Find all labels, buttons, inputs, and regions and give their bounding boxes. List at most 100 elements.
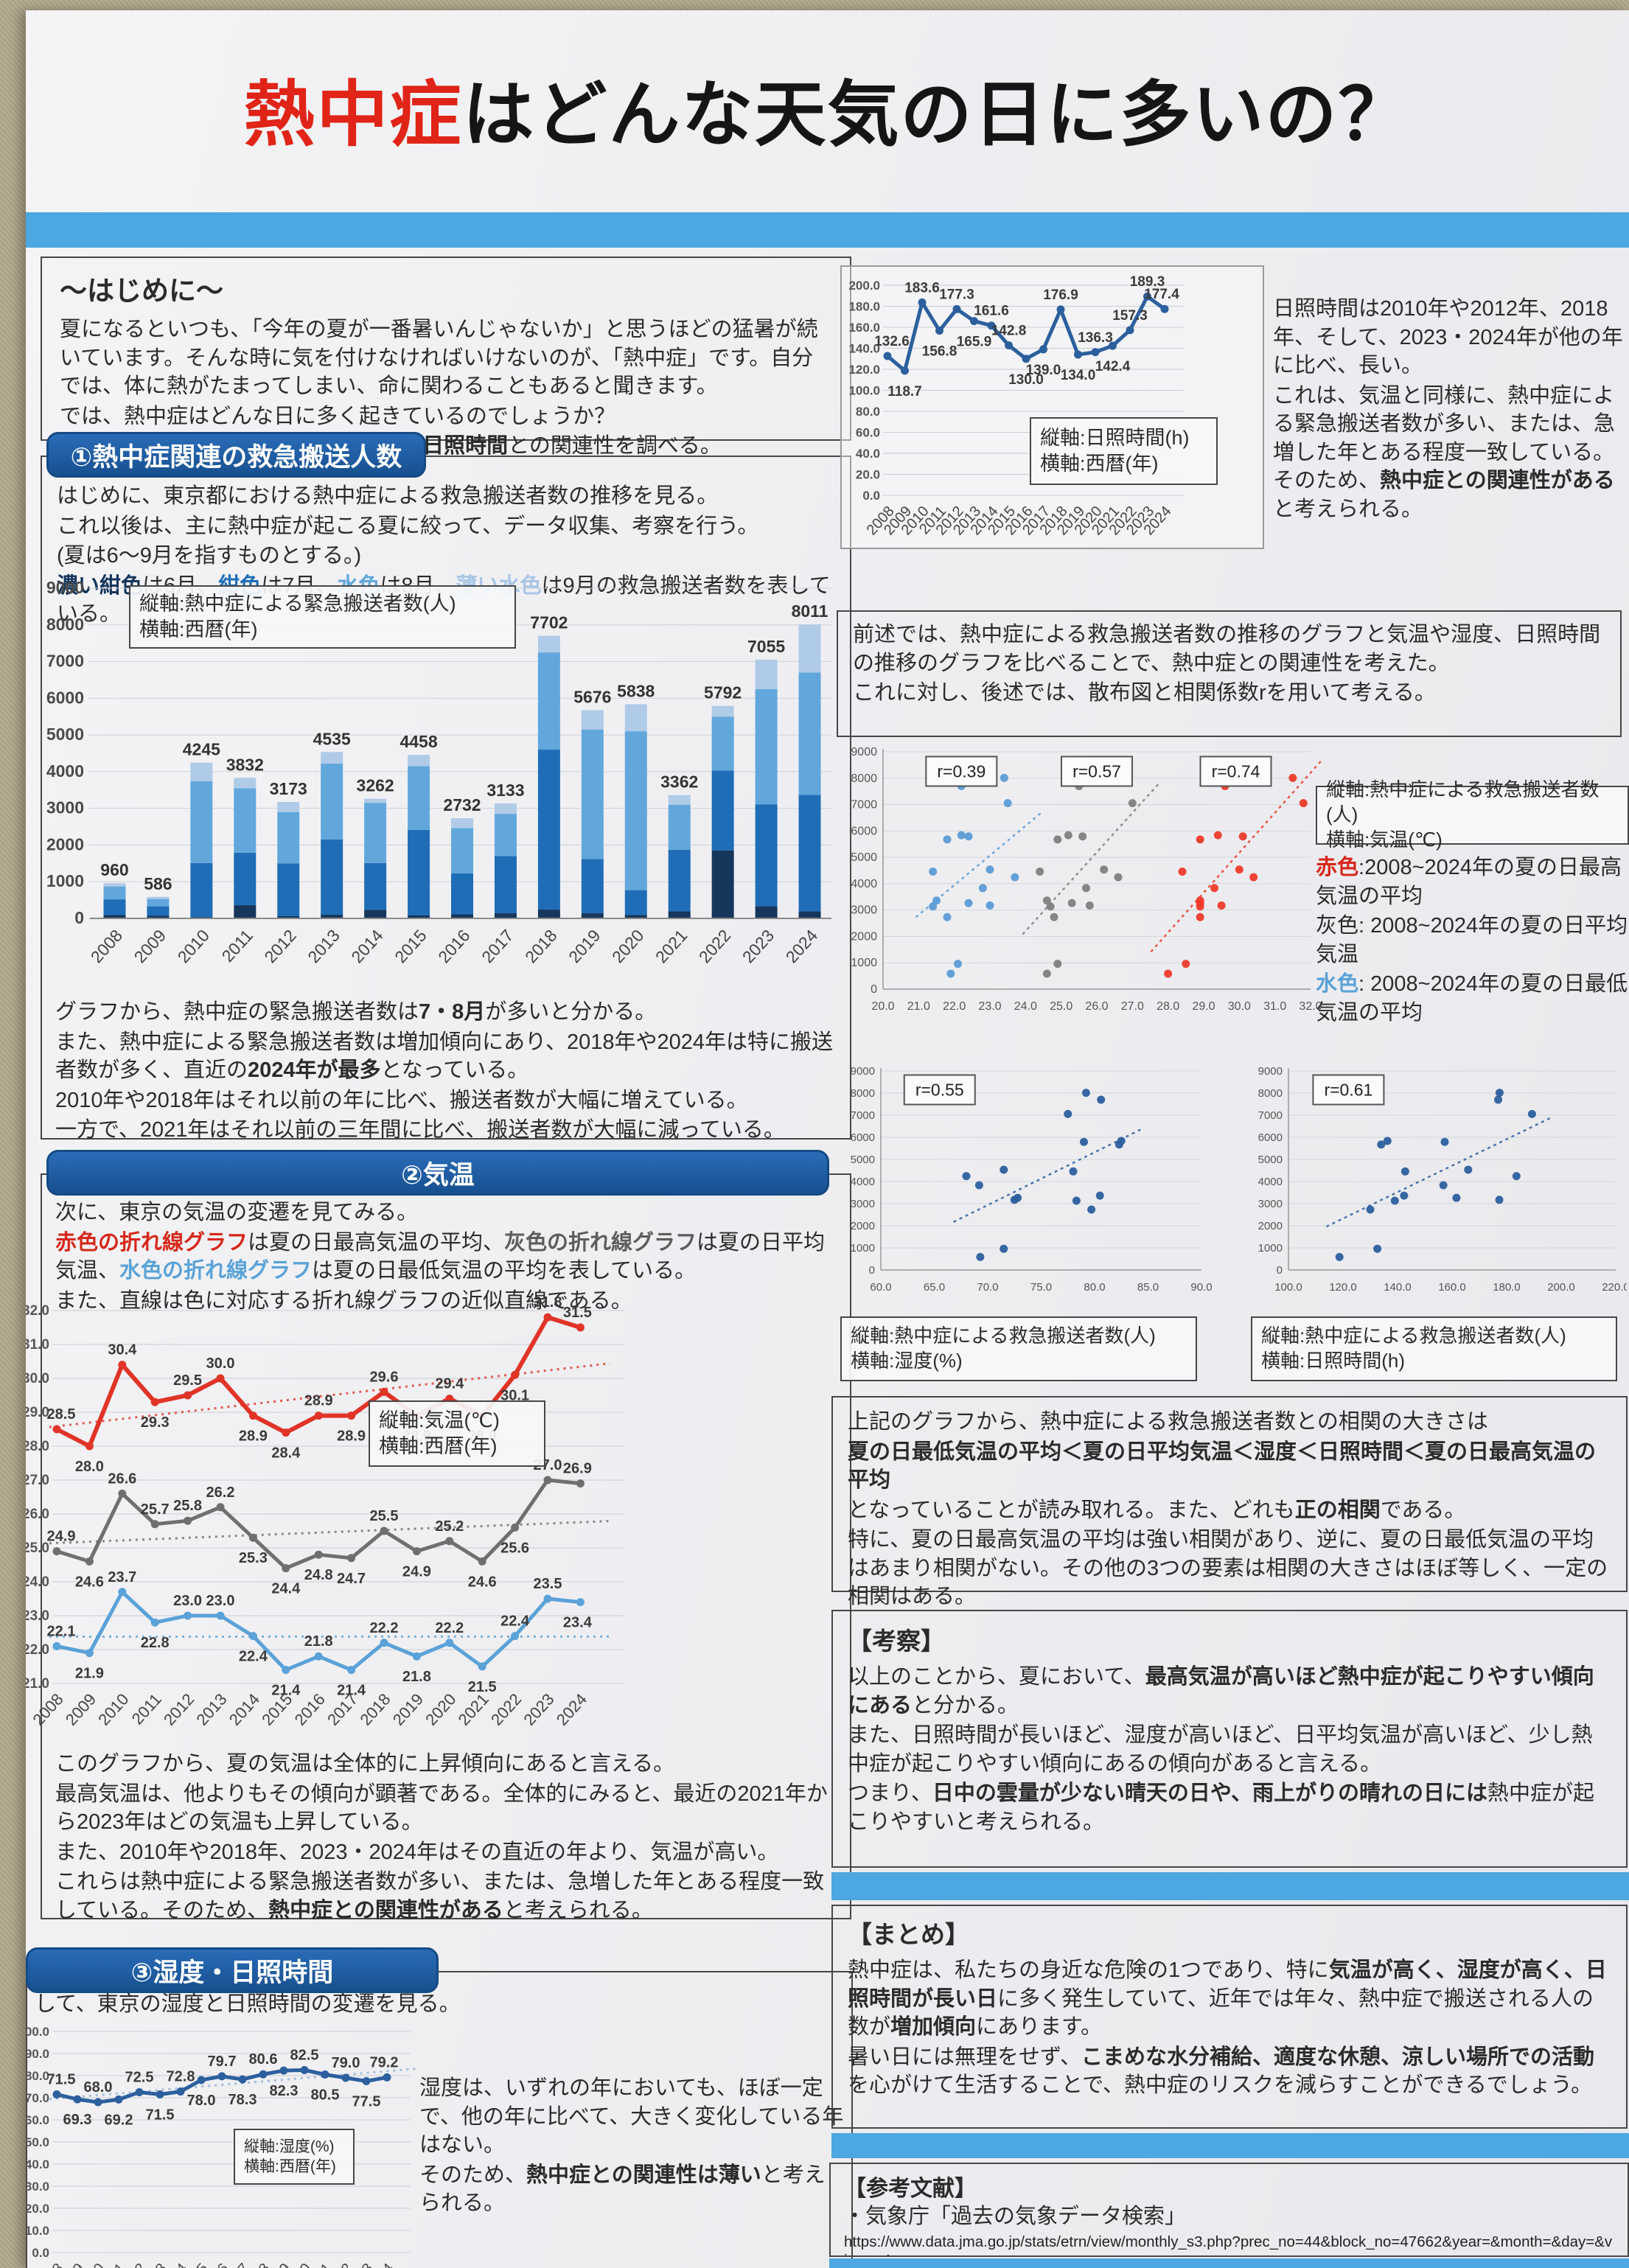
- svg-text:8000: 8000: [851, 1087, 875, 1100]
- svg-text:177.3: 177.3: [939, 287, 974, 302]
- svg-text:0: 0: [871, 983, 877, 996]
- svg-text:140.0: 140.0: [848, 342, 880, 356]
- svg-text:3362: 3362: [660, 772, 698, 792]
- svg-text:24.9: 24.9: [402, 1564, 431, 1580]
- svg-text:2014: 2014: [226, 1690, 263, 1729]
- svg-text:80.0: 80.0: [26, 2069, 49, 2083]
- svg-text:6000: 6000: [851, 825, 877, 837]
- svg-text:28.0: 28.0: [26, 1439, 49, 1454]
- intro-question: では、熱中症はどんな日に多く起きているのでしょうか？: [60, 404, 616, 428]
- svg-text:4000: 4000: [1258, 1176, 1283, 1188]
- svg-text:r=0.61: r=0.61: [1324, 1081, 1372, 1100]
- svg-text:4000: 4000: [851, 878, 877, 890]
- svg-text:2024: 2024: [553, 1690, 590, 1729]
- svg-text:176.9: 176.9: [1043, 287, 1078, 303]
- svg-text:26.0: 26.0: [1085, 1000, 1108, 1013]
- svg-text:3173: 3173: [270, 779, 307, 798]
- svg-text:136.3: 136.3: [1078, 330, 1113, 346]
- svg-text:140.0: 140.0: [1384, 1281, 1412, 1294]
- svg-text:24.0: 24.0: [1014, 1000, 1037, 1013]
- svg-text:180.0: 180.0: [1493, 1281, 1521, 1294]
- svg-text:60.0: 60.0: [26, 2113, 49, 2127]
- temperature-scatter-chart: 9000 8000 7000 6000 5000 4000 3000 2000 1000 0 20.…: [843, 739, 1330, 1035]
- svg-text:156.8: 156.8: [922, 344, 957, 360]
- svg-text:21.8: 21.8: [402, 1669, 431, 1685]
- svg-text:20.0: 20.0: [26, 2202, 49, 2216]
- svg-text:6000: 6000: [851, 1131, 875, 1144]
- svg-text:r=0.55: r=0.55: [915, 1081, 964, 1100]
- svg-text:142.4: 142.4: [1095, 359, 1131, 374]
- s1-line2: これ以後は、主に熱中症が起こる夏に絞って、データ収集、考察を行う。: [57, 514, 759, 538]
- summary2: 暑い日には無理をせず、こまめな水分補給、適度な休憩、涼しい場所での活動を心がけて…: [848, 2045, 1594, 2098]
- svg-text:72.5: 72.5: [125, 2070, 154, 2086]
- svg-text:2021: 2021: [652, 926, 691, 966]
- svg-text:200.0: 200.0: [848, 279, 880, 293]
- svg-text:30.0: 30.0: [26, 1371, 49, 1386]
- sun-scatter-axis-y: 縦軸:熱中症による救急搬送者数(人): [1261, 1325, 1566, 1347]
- svg-text:160.0: 160.0: [848, 321, 880, 335]
- s2-analysis2: 最高気温は、他よりもその傾向が顕著である。全体的にみると、最近の2021年から2…: [55, 1782, 828, 1835]
- svg-text:2009: 2009: [62, 1690, 100, 1729]
- discussion2: また、日照時間が長いほど、湿度が高いほど、日平均気温が高いほど、少し熱中症が起こ…: [848, 1723, 1593, 1776]
- svg-text:8000: 8000: [1258, 1087, 1283, 1100]
- s2-analysis1: このグラフから、夏の気温は全体的に上昇傾向にあると言える。: [55, 1752, 675, 1776]
- svg-text:120.0: 120.0: [1329, 1281, 1357, 1294]
- svg-text:7000: 7000: [46, 652, 84, 671]
- bar-chart-legend: 縦軸:熱中症による緊急搬送者数(人) 横軸:西暦(年): [129, 585, 516, 649]
- intro-box: ～はじめに～ 夏になるといつも、「今年の夏が一番暑いんじゃないか」と思うほどの猛…: [41, 257, 851, 458]
- svg-text:10.0: 10.0: [26, 2224, 49, 2238]
- svg-text:78.3: 78.3: [229, 2092, 257, 2108]
- svg-text:100.0: 100.0: [848, 384, 880, 398]
- svg-text:2012: 2012: [260, 926, 300, 966]
- s2-line3: また、直線は色に対応する折れ線グラフの近似直線である。: [55, 1288, 632, 1313]
- humidity-scatter-chart: 9000 8000 7000 6000 5000 4000 3000 2000 1000 0 60.…: [840, 1060, 1213, 1311]
- sun-scatter-axis-box: 縦軸:熱中症による救急搬送者数(人) 横軸:日照時間(h): [1251, 1316, 1617, 1381]
- poster-title: 熱中症はどんな天気の日に多いの？: [26, 56, 1629, 160]
- svg-text:2012: 2012: [160, 1690, 198, 1729]
- svg-text:82.3: 82.3: [270, 2083, 299, 2099]
- title-rest: はどんな天気の日に多いの？: [462, 74, 1412, 155]
- svg-text:2000: 2000: [851, 1220, 875, 1232]
- svg-text:72.8: 72.8: [167, 2069, 195, 2085]
- svg-text:22.4: 22.4: [239, 1649, 268, 1665]
- svg-text:2000: 2000: [1258, 1220, 1283, 1232]
- hum-legend-x: 横軸:西暦(年): [244, 2158, 336, 2175]
- sunshine-scatter-chart: 9000 8000 7000 6000 5000 4000 3000 2000 1000 0 100…: [1248, 1060, 1629, 1311]
- scatter-axis-box: 縦軸:熱中症による救急搬送者数(人) 横軸:気温(℃): [1316, 778, 1629, 851]
- svg-text:24.0: 24.0: [26, 1574, 49, 1590]
- svg-text:1000: 1000: [851, 957, 877, 969]
- hum-legend-y: 縦軸:湿度(%): [244, 2138, 335, 2155]
- svg-text:7000: 7000: [851, 1109, 875, 1122]
- summary-box: 【まとめ】 熱中症は、私たちの身近な危険の1つであり、特に気温が高く、湿度が高く…: [831, 1905, 1628, 2129]
- svg-text:3262: 3262: [357, 776, 394, 795]
- svg-text:79.2: 79.2: [370, 2054, 399, 2070]
- svg-text:23.7: 23.7: [108, 1569, 136, 1585]
- svg-text:2017: 2017: [478, 926, 517, 966]
- svg-text:100.0: 100.0: [26, 2025, 49, 2039]
- reference-1-url: https://www.data.jma.go.jp/stats/etrn/vi…: [844, 2233, 1613, 2255]
- svg-text:21.9: 21.9: [75, 1666, 104, 1682]
- svg-text:5000: 5000: [46, 725, 84, 744]
- svg-text:25.0: 25.0: [1050, 1000, 1072, 1013]
- discussion-box: 【考察】 以上のことから、夏において、最高気温が高いほど熱中症が起こりやすい傾向…: [831, 1610, 1628, 1868]
- svg-text:75.0: 75.0: [1030, 1281, 1052, 1294]
- scatter-axis-y: 縦軸:熱中症による救急搬送者数(人): [1326, 778, 1600, 826]
- s2-analysis4: これらは熱中症による緊急搬送者数が多い、または、急増した年とある程度一致している…: [55, 1870, 825, 1922]
- svg-text:65.0: 65.0: [924, 1281, 945, 1294]
- svg-text:2024: 2024: [782, 926, 822, 967]
- svg-text:25.2: 25.2: [435, 1518, 464, 1535]
- svg-text:24.6: 24.6: [468, 1574, 497, 1590]
- svg-text:29.6: 29.6: [370, 1369, 399, 1385]
- svg-text:2019: 2019: [389, 1690, 427, 1729]
- svg-text:26.0: 26.0: [26, 1507, 49, 1522]
- svg-text:21.8: 21.8: [304, 1633, 333, 1650]
- svg-text:79.0: 79.0: [332, 2055, 360, 2071]
- svg-text:183.6: 183.6: [904, 280, 940, 296]
- poster: 熱中症はどんな天気の日に多いの？ ～はじめに～ 夏になるといつも、「今年の夏が一…: [26, 10, 1629, 2268]
- correlation-box: 上記のグラフから、熱中症による救急搬送者数との相関の大きさは 夏の日最低気温の平…: [831, 1396, 1628, 1608]
- bar-legend-x: 横軸:西暦(年): [139, 618, 258, 641]
- correlation3: となっていることが読み取れる。また、どれも正の相関である。: [848, 1498, 1466, 1522]
- s3-note1: 湿度は、いずれの年においても、ほぼ一定で、他の年に比べて、大きく変化している年は…: [419, 2076, 844, 2157]
- svg-text:2014: 2014: [347, 926, 387, 967]
- svg-text:60.0: 60.0: [870, 1281, 891, 1294]
